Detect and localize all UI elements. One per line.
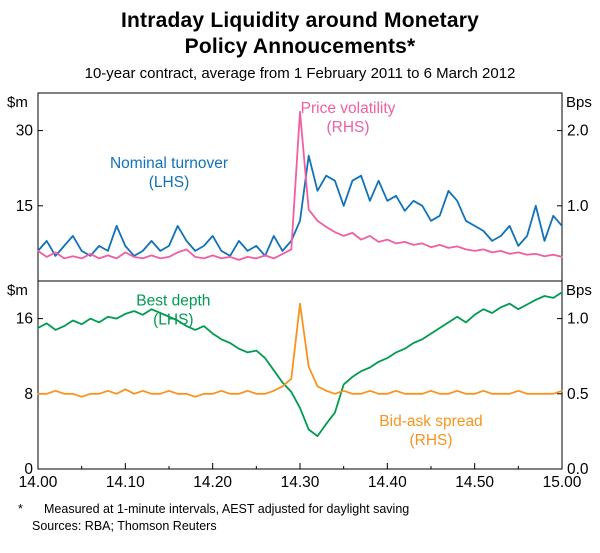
right-axis-unit: Bps [566, 94, 592, 111]
footnote-text: Measured at 1-minute intervals, AEST adj… [44, 502, 410, 516]
right-tick-label: 0.5 [567, 386, 589, 403]
footnotes: * Measured at 1-minute intervals, AEST a… [0, 501, 600, 535]
x-tick-label: 14.20 [193, 474, 232, 491]
chart-title-line1: Intraday Liquidity around Monetary [121, 9, 479, 32]
left-tick-label: 0 [24, 461, 33, 478]
series-label: (LHS) [149, 174, 189, 191]
right-axis-unit: Bps [566, 282, 592, 299]
series-label: Bid-ask spread [379, 413, 482, 430]
series-label: (RHS) [409, 432, 452, 449]
chart-title: Intraday Liquidity around Monetary Polic… [0, 0, 600, 60]
right-tick-label: 0.0 [567, 461, 589, 478]
x-tick-label: 14.10 [106, 474, 145, 491]
x-tick-label: 15.00 [543, 474, 582, 491]
left-tick-label: 8 [24, 386, 33, 403]
x-tick-label: 14.00 [19, 474, 58, 491]
footnote-marker: * [18, 502, 23, 516]
chart-subtitle: 10-year contract, average from 1 Februar… [84, 65, 516, 82]
x-axis: 14.00 14.10 14.20 14.30 14.40 14.50 15.00 [19, 463, 582, 491]
right-tick-label: 2.0 [567, 123, 589, 140]
series-label: Nominal turnover [110, 155, 228, 172]
top-panel: $m Bps 15 30 1.0 2.0 Nominal turnover (LHS) Pric… [7, 94, 592, 261]
left-tick-label: 16 [16, 311, 33, 328]
chart-canvas: 14.00 14.10 14.20 14.30 14.40 14.50 15.00 $m Bps… [7, 92, 592, 491]
chart-title-line2: Policy Annoucements* [184, 35, 416, 58]
series-label: (LHS) [153, 311, 193, 328]
bottom-panel: $m Bps 0 8 16 0.0 0.5 1.0 Best depth (LHS) Bid-ask… [7, 282, 592, 478]
x-tick-label: 14.50 [455, 474, 494, 491]
footnote: * Measured at 1-minute intervals, AEST a… [18, 501, 586, 518]
series-best-depth-lhs [37, 291, 563, 438]
left-tick-label: 15 [16, 198, 33, 215]
chart-area: 14.00 14.10 14.20 14.30 14.40 14.50 15.00 $m Bps… [0, 85, 600, 500]
left-axis-unit: $m [7, 94, 28, 111]
x-tick-label: 14.30 [281, 474, 320, 491]
right-tick-label: 1.0 [567, 311, 589, 328]
left-axis-unit: $m [7, 282, 28, 299]
series-bid-ask-spread-rhs [37, 302, 563, 398]
sources-text: Sources: RBA; Thomson Reuters [32, 519, 217, 533]
series-label: Best depth [136, 292, 210, 309]
left-tick-label: 30 [16, 123, 34, 140]
series-label: (RHS) [327, 119, 370, 136]
x-tick-label: 14.40 [368, 474, 407, 491]
series-price-volatility-rhs [37, 110, 563, 261]
figure: Intraday Liquidity around Monetary Polic… [0, 0, 600, 535]
series-label: Price volatility [301, 100, 396, 117]
sources: Sources: RBA; Thomson Reuters [18, 518, 586, 535]
right-tick-label: 1.0 [567, 198, 589, 215]
series-nominal-turnover-lhs [37, 154, 563, 257]
